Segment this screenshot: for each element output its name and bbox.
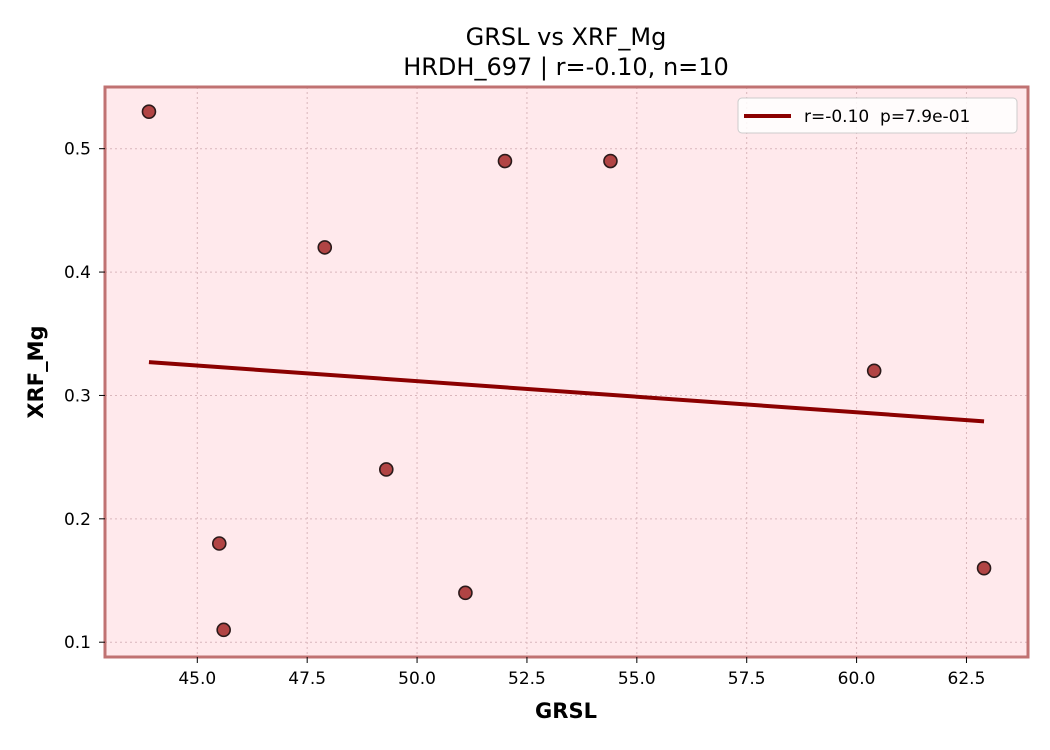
data-point [317,240,333,255]
y-tick-label: 0.5 [64,140,91,160]
x-tick-label: 55.0 [618,669,656,689]
data-point [497,153,513,169]
x-tick-label: 52.5 [508,669,546,689]
x-tick-label: 62.5 [948,669,986,689]
x-tick-label: 50.0 [398,669,436,689]
plot-area [105,87,1028,657]
y-tick-label: 0.1 [64,633,91,653]
data-point [458,585,473,601]
y-tick-label: 0.2 [64,510,91,530]
x-tick-label: 57.5 [728,669,766,689]
x-tick-label: 45.0 [178,669,216,689]
data-point [976,560,992,576]
data-point [378,462,394,477]
y-tick-label: 0.4 [64,263,91,283]
chart-subtitle: HRDH_697 | r=-0.10, n=10 [403,53,729,81]
chart-title: GRSL vs XRF_Mg [466,23,667,51]
data-points [141,104,992,638]
plot-frame [103,85,1030,659]
x-axis-label: GRSL [535,699,597,723]
y-axis: 0.1 0.2 0.3 0.4 0.5 [64,140,105,653]
data-point [866,363,882,379]
x-axis: 45.0 47.5 50.0 52.5 55.0 57.5 60.0 62.5 [178,657,985,689]
x-tick-label: 60.0 [838,669,876,689]
y-axis-label: XRF_Mg [24,325,48,418]
trendline [148,360,985,424]
data-point [216,622,231,638]
legend-box [737,97,1018,134]
data-point [141,104,157,119]
y-tick-label: 0.3 [64,386,91,406]
trendline-group [148,360,985,424]
data-point [603,153,618,169]
legend: r=-0.10 p=7.9e-01 [737,97,1018,134]
x-tick-label: 47.5 [288,669,326,689]
legend-entry-label: r=-0.10 p=7.9e-01 [804,107,970,127]
data-point [211,536,227,551]
